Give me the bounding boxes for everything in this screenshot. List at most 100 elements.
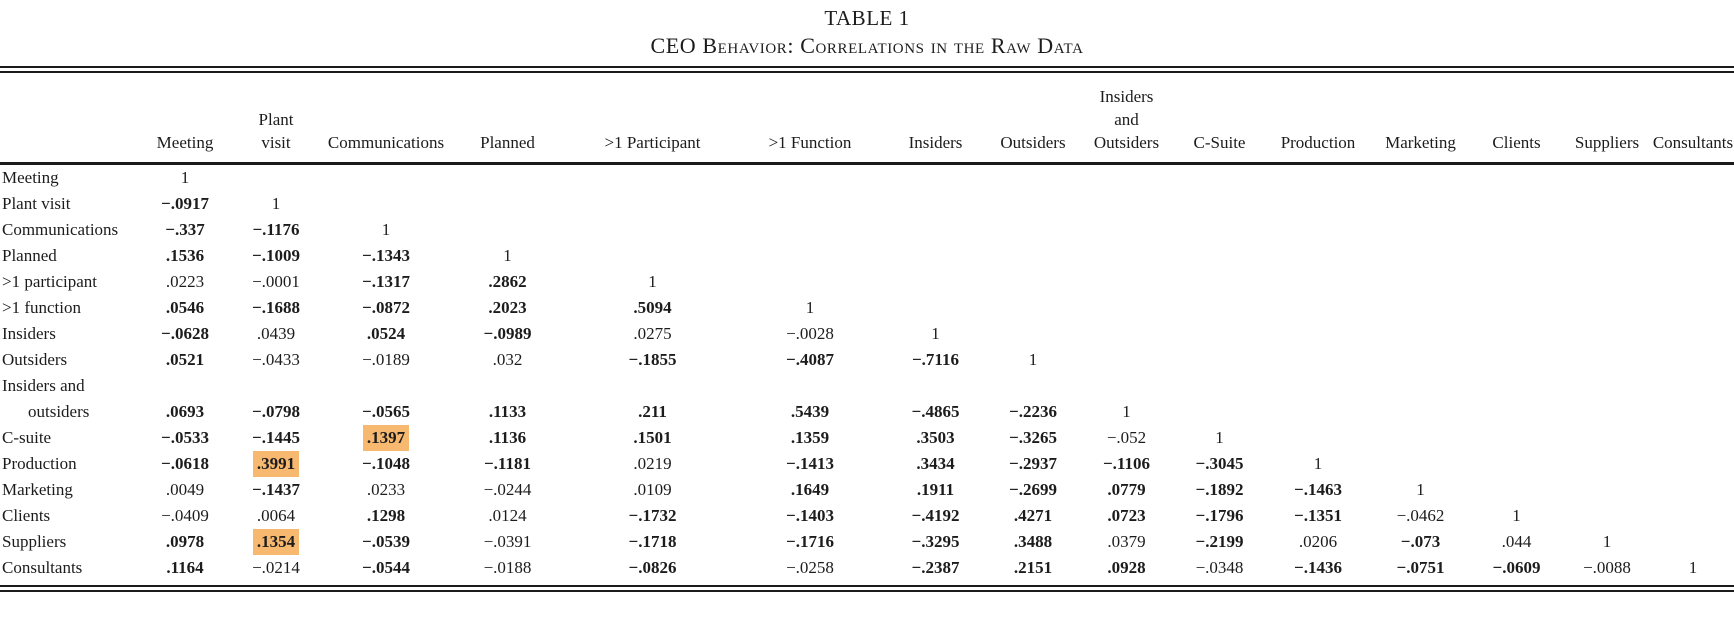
correlation-cell: [1562, 451, 1652, 477]
table-row: Production −.0618 .3991 −.1048 −.1181 .0219 −.…: [0, 451, 1734, 477]
correlation-cell: −.0609: [1471, 555, 1562, 581]
correlation-value: −.1716: [786, 532, 834, 551]
correlation-cell: −.2199: [1173, 529, 1266, 555]
correlation-cell: [986, 321, 1080, 347]
correlation-value: −.2387: [911, 558, 960, 577]
correlation-cell: [1652, 425, 1734, 451]
row-label: Plant visit: [0, 191, 145, 217]
correlation-value: −.0917: [161, 194, 209, 213]
correlation-value: 1: [1028, 350, 1038, 369]
correlation-cell: .0049: [145, 477, 225, 503]
correlation-cell: .0439: [225, 321, 327, 347]
highlighted-value: .3991: [252, 451, 300, 477]
table-title-block: TABLE 1 CEO Behavior: Correlations in th…: [0, 0, 1734, 59]
correlation-value: −.0258: [786, 558, 834, 577]
column-header-line: and: [1114, 110, 1139, 129]
correlation-cell: [1562, 164, 1652, 192]
correlation-cell: [1471, 191, 1562, 217]
table-row: Insiders and outsiders .0693 −.0798 −.0565 .1…: [0, 373, 1734, 425]
correlation-cell: .0379: [1080, 529, 1173, 555]
correlation-cell: [1562, 477, 1652, 503]
correlation-cell: [1080, 164, 1173, 192]
column-header: Suppliers: [1562, 73, 1652, 164]
correlation-cell: −.1716: [735, 529, 885, 555]
column-header: >1 Function: [735, 73, 885, 164]
correlation-table: Meeting Plant visit Communications Planned >1…: [0, 73, 1734, 581]
table-row: Planned .1536 −.1009 −.1343 1: [0, 243, 1734, 269]
correlation-cell: [1080, 347, 1173, 373]
column-header: C-Suite: [1173, 73, 1266, 164]
correlation-value: −.0189: [362, 350, 410, 369]
correlation-cell: 1: [225, 191, 327, 217]
correlation-value: −.0348: [1195, 558, 1244, 577]
correlation-value: .0723: [1107, 506, 1146, 525]
correlation-value: −.0028: [786, 324, 834, 343]
column-header-line: Clients: [1492, 133, 1541, 152]
correlation-cell: [1562, 321, 1652, 347]
correlation-cell: −.0565: [327, 373, 445, 425]
correlation-value: .044: [1501, 532, 1532, 551]
correlation-value: .0219: [633, 454, 672, 473]
correlation-value: 1: [271, 194, 281, 213]
correlation-value: −.0409: [161, 506, 209, 525]
correlation-cell: [1173, 191, 1266, 217]
correlation-cell: −.1892: [1173, 477, 1266, 503]
correlation-cell: −.4087: [735, 347, 885, 373]
row-label-line: Planned: [2, 246, 57, 265]
correlation-value: 1: [1602, 532, 1612, 551]
correlation-cell: [1266, 269, 1370, 295]
correlation-cell: −.1343: [327, 243, 445, 269]
correlation-cell: [1562, 191, 1652, 217]
correlation-cell: [1562, 425, 1652, 451]
correlation-value: .0379: [1107, 532, 1146, 551]
correlation-cell: [986, 243, 1080, 269]
correlation-cell: [885, 269, 986, 295]
correlation-value: 1: [1688, 558, 1698, 577]
correlation-value: −.0618: [161, 454, 209, 473]
correlation-cell: −.0462: [1370, 503, 1471, 529]
correlation-value: −.1351: [1294, 506, 1342, 525]
table-row: Plant visit −.0917 1: [0, 191, 1734, 217]
correlation-cell: [1370, 321, 1471, 347]
correlation-cell: 1: [1652, 555, 1734, 581]
correlation-cell: −.0798: [225, 373, 327, 425]
row-label: C-suite: [0, 425, 145, 451]
correlation-cell: −.0544: [327, 555, 445, 581]
correlation-cell: .0928: [1080, 555, 1173, 581]
table-row: Consultants .1164 −.0214 −.0544 −.0188 −.0826…: [0, 555, 1734, 581]
row-label-line: Marketing: [2, 480, 73, 499]
correlation-value: −.0214: [252, 558, 300, 577]
correlation-cell: [1370, 373, 1471, 425]
correlation-cell: [1370, 191, 1471, 217]
correlation-cell: [735, 243, 885, 269]
correlation-value: −.1855: [628, 350, 677, 369]
correlation-value: .4271: [1013, 506, 1053, 525]
correlation-value: −.0628: [161, 324, 209, 343]
correlation-cell: [1173, 295, 1266, 321]
row-label-line: Insiders and: [2, 376, 85, 395]
correlation-cell: [1652, 217, 1734, 243]
correlation-value: −.1436: [1294, 558, 1342, 577]
correlation-cell: [1562, 373, 1652, 425]
correlation-value: −.1413: [786, 454, 834, 473]
correlation-value: −.1445: [252, 428, 300, 447]
row-label: Insiders: [0, 321, 145, 347]
table-row: Insiders −.0628 .0439 .0524 −.0989 .0275 −.002…: [0, 321, 1734, 347]
row-label-line: >1 participant: [2, 272, 98, 291]
correlation-value: .0521: [165, 350, 205, 369]
correlation-cell: −.0618: [145, 451, 225, 477]
correlation-value: .0978: [165, 532, 205, 551]
correlation-cell: [1471, 243, 1562, 269]
correlation-cell: [1370, 347, 1471, 373]
correlation-cell: 1: [1173, 425, 1266, 451]
correlation-value: −.1437: [252, 480, 300, 499]
correlation-cell: 1: [1370, 477, 1471, 503]
correlation-value: −.0798: [252, 402, 300, 421]
correlation-value: −.2699: [1009, 480, 1057, 499]
correlation-value: .1359: [790, 428, 830, 447]
column-header-line: Planned: [480, 133, 535, 152]
correlation-cell: [1173, 269, 1266, 295]
correlation-cell: [885, 191, 986, 217]
correlation-cell: −.1463: [1266, 477, 1370, 503]
row-label: Communications: [0, 217, 145, 243]
